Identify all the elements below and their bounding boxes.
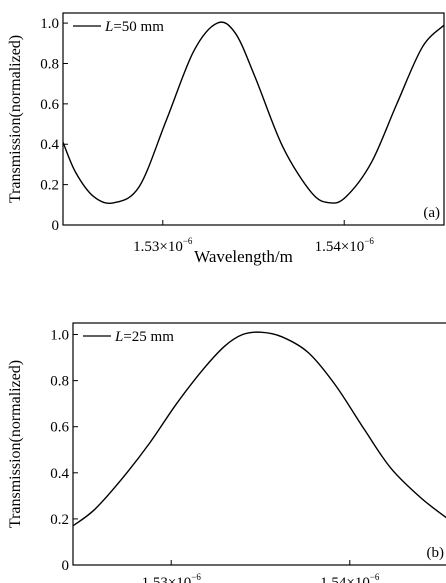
panel-tag: (b): [427, 545, 445, 561]
plot-frame: [72, 322, 446, 566]
series-line: [73, 331, 446, 527]
y-tick-label: 0.8: [50, 374, 69, 390]
panel-b: 00.20.40.60.81.01.53×10−61.54×10−6Wavele…: [7, 322, 446, 583]
x-tick-label: 1.53×10−6: [133, 236, 193, 255]
plot-frame: [62, 12, 445, 226]
x-tick-label: 1.54×10−6: [315, 236, 375, 255]
y-tick-label: 0.4: [50, 466, 69, 482]
x-axis-label: Wavelength/m: [194, 247, 293, 266]
x-tick-label: 1.53×10−6: [142, 572, 202, 583]
y-axis-label: Transmission(normalized): [7, 360, 24, 528]
y-tick-label: 0.8: [40, 56, 59, 72]
y-tick-label: 0.2: [40, 178, 59, 194]
y-tick-label: 0.2: [50, 512, 69, 528]
y-tick-label: 1.0: [40, 16, 59, 32]
panel-a: 0 0.2 0.4 0.6 0.8 1.0 1.53×10−6 1.54×10−6 Wavele…: [7, 12, 445, 266]
x-tick-label: 1.54×10−6: [320, 572, 380, 583]
y-axis-label: Transmission(normalized): [7, 35, 24, 203]
legend-label: L=50 mm: [104, 19, 164, 35]
y-tick-label: 0: [62, 558, 70, 574]
y-tick-label: 0.6: [50, 420, 69, 436]
y-tick-label: 0.6: [40, 97, 59, 113]
y-tick-label: 1.0: [50, 328, 69, 344]
y-tick-label: 0.4: [40, 137, 59, 153]
y-tick-label: 0: [52, 218, 60, 234]
panel-tag: (a): [423, 205, 440, 221]
legend-label: L=25 mm: [114, 329, 174, 345]
series-line: [63, 21, 444, 204]
